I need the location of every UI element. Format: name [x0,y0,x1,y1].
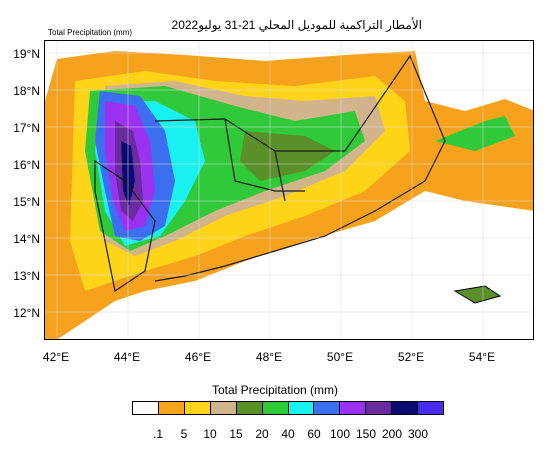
colorbar-label: 200 [381,427,403,441]
colorbar-segment [340,402,367,414]
colorbar-label: .1 [152,427,163,441]
colorbar-label: 20 [255,427,269,441]
map-grid [45,41,533,339]
lon-label-46: 46°E [184,350,212,364]
colorbar-segment [236,402,263,414]
country-borders [94,54,446,292]
colorbar-label: 150 [355,427,377,441]
colorbar-segment [418,402,444,414]
colorbar-label: 60 [307,427,321,441]
lon-label-54: 54°E [468,350,496,364]
lat-label-12: 12°N [13,306,40,320]
lon-label-48: 48°E [255,350,283,364]
colorbar-label: 100 [329,427,351,441]
colorbar-segment [158,402,185,414]
lon-label-50: 50°E [326,350,354,364]
colorbar-label: 300 [407,427,429,441]
colorbar-label: 5 [180,427,188,441]
map-title: الأمطار التراكمية للموديل المحلي 21-31 ي… [171,18,422,32]
lat-label-19: 19°N [13,47,40,61]
colorbar-segment [210,402,237,414]
lat-label-15: 15°N [13,195,40,209]
precipitation-map [44,40,534,340]
lon-label-42: 42°E [42,350,70,364]
colorbar-segment [288,402,315,414]
lat-label-14: 14°N [13,232,40,246]
socotra-island [453,285,502,304]
colorbar-segment [314,402,341,414]
colorbar-label: 10 [203,427,217,441]
colorbar-segment [133,402,159,414]
colorbar [132,401,444,415]
colorbar-segment [366,402,393,414]
lat-label-17: 17°N [13,121,40,135]
colorbar-segment [184,402,211,414]
colorbar-label: 15 [229,427,243,441]
precip-zone-east [435,116,515,151]
top-left-label: Total Precipitation (mm) [48,28,133,37]
colorbar-segment [262,402,289,414]
colorbar-segment [392,402,419,414]
lat-label-13: 13°N [13,269,40,283]
lat-label-16: 16°N [13,158,40,172]
legend-title: Total Precipitation (mm) [211,383,339,397]
lat-label-18: 18°N [13,84,40,98]
lon-label-52: 52°E [397,350,425,364]
lon-label-44: 44°E [113,350,141,364]
colorbar-label: 40 [281,427,295,441]
map-graphic [45,41,533,339]
